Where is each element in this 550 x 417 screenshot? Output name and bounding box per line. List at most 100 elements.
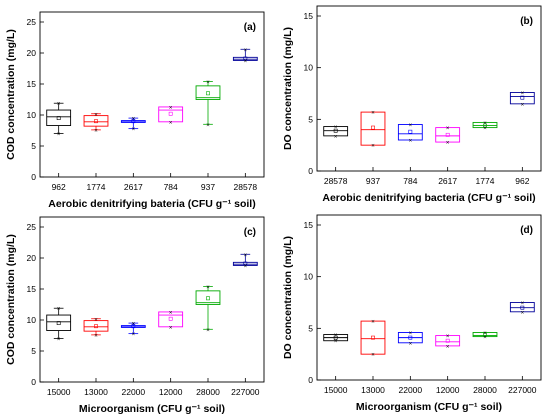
extreme-marker: × — [169, 120, 173, 126]
mean-marker — [131, 324, 136, 329]
extreme-marker: × — [206, 285, 210, 291]
x-tick-label: 15000 — [324, 385, 348, 395]
plot-frame — [316, 5, 542, 172]
extreme-marker: × — [446, 141, 450, 147]
box-28578: ×× — [232, 48, 258, 65]
extreme-marker: × — [244, 253, 248, 259]
y-tick-label: 25 — [27, 222, 37, 232]
box-13000: ×× — [360, 320, 386, 359]
mean-marker — [483, 123, 487, 128]
extreme-marker: × — [57, 307, 61, 313]
y-tick-label: 10 — [304, 272, 314, 282]
x-tick-label: 937 — [366, 176, 380, 186]
mean-marker — [243, 261, 248, 266]
extreme-marker: × — [206, 80, 210, 86]
chart-panel-c: 051015202515000××13000××22000××12000××28… — [5, 216, 265, 415]
mean-marker — [206, 296, 210, 301]
box-784: ×× — [158, 105, 184, 126]
box-28578: ×× — [323, 125, 349, 140]
y-tick-label: 10 — [27, 315, 37, 325]
mean-marker — [520, 305, 525, 310]
x-tick-label: 13000 — [361, 385, 385, 395]
extreme-marker: × — [57, 102, 61, 108]
extreme-marker: × — [409, 139, 413, 145]
box-2617: ×× — [120, 117, 146, 133]
extreme-marker: × — [334, 134, 338, 140]
box-iqr — [195, 85, 221, 100]
box-iqr — [509, 302, 535, 313]
extreme-marker: × — [94, 112, 98, 118]
extreme-marker: × — [57, 132, 61, 138]
box-784: ×× — [397, 123, 423, 145]
extreme-marker: × — [334, 333, 338, 339]
extreme-marker: × — [371, 353, 375, 359]
extreme-marker: × — [483, 121, 487, 127]
chart-panel-a: 0510152025962××1774××2617××784××937××285… — [5, 11, 265, 210]
plot-frame — [39, 216, 265, 383]
box-22000: ×× — [397, 331, 423, 347]
extreme-marker: × — [409, 331, 413, 337]
box-22000: ×× — [120, 322, 146, 338]
box-937: ×× — [195, 80, 221, 129]
box-iqr — [83, 320, 109, 332]
extreme-marker: × — [206, 123, 210, 129]
y-axis-title: DO concentration (mg/L) — [282, 27, 294, 150]
x-axis-title: Microorganism (CFU g⁻¹ soil) — [356, 401, 502, 413]
extreme-marker: × — [94, 128, 98, 134]
x-tick-label: 15000 — [47, 387, 71, 397]
extreme-marker: × — [169, 105, 173, 111]
mean-marker — [56, 116, 61, 121]
box-15000: ×× — [323, 333, 349, 345]
mean-marker — [56, 321, 61, 326]
y-tick-label: 20 — [27, 48, 37, 58]
x-tick-label: 28000 — [473, 385, 497, 395]
extreme-marker: × — [409, 123, 413, 129]
mean-marker — [371, 335, 375, 340]
y-tick-label: 0 — [308, 375, 313, 385]
box-iqr — [472, 332, 498, 338]
mean-marker — [243, 56, 248, 61]
extreme-marker: × — [57, 337, 61, 343]
x-tick-label: 12000 — [159, 387, 183, 397]
box-13000: ×× — [83, 317, 109, 339]
x-tick-label: 12000 — [436, 385, 460, 395]
mean-marker — [483, 332, 487, 337]
panel-label: (c) — [244, 227, 256, 238]
box-962: ×× — [509, 91, 535, 108]
box-28000: ×× — [472, 331, 498, 341]
box-12000: ×× — [435, 334, 461, 350]
box-12000: ×× — [158, 310, 184, 331]
x-axis-title: Aerobic denitrifying bateria (CFU g⁻¹ so… — [48, 198, 255, 210]
extreme-marker: × — [371, 144, 375, 150]
box-28000: ×× — [195, 285, 221, 334]
x-tick-label: 28578 — [324, 176, 348, 186]
extreme-marker: × — [446, 126, 450, 132]
y-tick-label: 25 — [27, 17, 37, 27]
box-iqr — [83, 115, 109, 127]
x-tick-label: 962 — [515, 176, 529, 186]
y-tick-label: 10 — [304, 63, 314, 73]
box-2617: ×× — [435, 126, 461, 147]
box-iqr — [397, 124, 423, 141]
x-tick-label: 227000 — [508, 385, 537, 395]
box-iqr — [158, 311, 184, 328]
mean-marker — [445, 132, 450, 137]
mean-marker — [168, 316, 173, 321]
x-tick-label: 28578 — [234, 182, 258, 192]
extreme-marker: × — [521, 102, 525, 108]
x-tick-label: 784 — [164, 182, 178, 192]
box-iqr — [435, 335, 461, 347]
extreme-marker: × — [132, 127, 136, 133]
mean-marker — [520, 95, 525, 100]
x-tick-label: 13000 — [84, 387, 108, 397]
x-tick-label: 22000 — [122, 387, 146, 397]
mean-marker — [168, 111, 173, 116]
x-tick-label: 227000 — [231, 387, 260, 397]
box-iqr — [360, 320, 386, 355]
extreme-marker: × — [483, 335, 487, 341]
y-tick-label: 5 — [31, 346, 36, 356]
y-axis-title: COD concentration (mg/L) — [5, 29, 17, 160]
box-962: ×× — [46, 102, 72, 138]
box-iqr — [472, 121, 498, 129]
